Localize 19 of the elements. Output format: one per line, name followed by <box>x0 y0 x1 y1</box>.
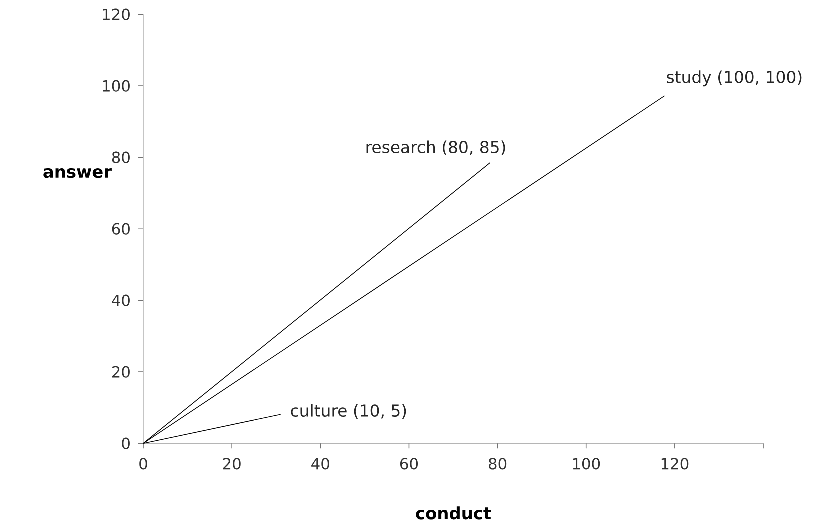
x-tick-label: 60 <box>400 458 418 470</box>
x-tick-label: 100 <box>573 458 600 470</box>
y-tick-label: 100 <box>103 80 130 92</box>
x-tick-label: 40 <box>312 458 330 470</box>
y-tick-label: 60 <box>112 223 130 235</box>
annotation: research (80, 85) <box>366 140 506 156</box>
x-tick-label: 20 <box>223 458 241 470</box>
x-tick-label: 80 <box>489 458 507 470</box>
y-tick-label: 40 <box>112 294 130 306</box>
y-axis-title: answer <box>44 168 112 178</box>
x-tick-label: 0 <box>140 458 148 470</box>
y-tick-label: 120 <box>103 8 130 20</box>
annotation: culture (10, 5) <box>291 404 406 419</box>
y-tick-label: 0 <box>122 438 130 450</box>
annotation: study (100, 100) <box>667 70 802 87</box>
x-axis-title: conduct <box>416 506 492 520</box>
x-tick-label: 120 <box>662 458 689 470</box>
y-tick-label: 20 <box>112 366 130 378</box>
y-tick-label: 80 <box>112 152 130 164</box>
